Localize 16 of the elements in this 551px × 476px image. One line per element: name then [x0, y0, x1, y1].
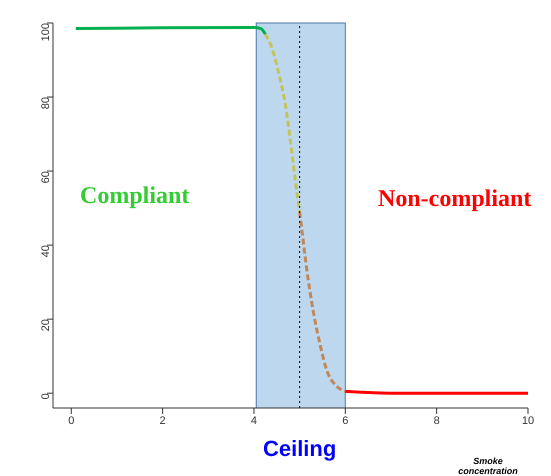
x-tick-label: 0 — [68, 414, 74, 427]
x-tick-label: 8 — [434, 414, 440, 427]
y-tick-label: 40 — [40, 245, 52, 258]
annotation: Compliant — [80, 183, 190, 210]
ref-line-label: Ceiling — [262, 436, 336, 461]
y-tick-label: 60 — [40, 171, 52, 184]
x-tick-label: 4 — [250, 414, 258, 427]
x-tick-label: 2 — [160, 414, 166, 427]
y-tick-label: 20 — [40, 319, 52, 332]
y-tick-label: 100 — [40, 23, 52, 42]
x-axis-title: Smoke concentration — [457, 456, 519, 476]
y-tick-label: 80 — [40, 97, 52, 110]
annotation: Non-compliant — [378, 186, 532, 213]
x-tick-label: 10 — [522, 414, 534, 427]
x-tick-label: 6 — [342, 414, 348, 427]
y-tick-label: 0 — [40, 393, 52, 400]
